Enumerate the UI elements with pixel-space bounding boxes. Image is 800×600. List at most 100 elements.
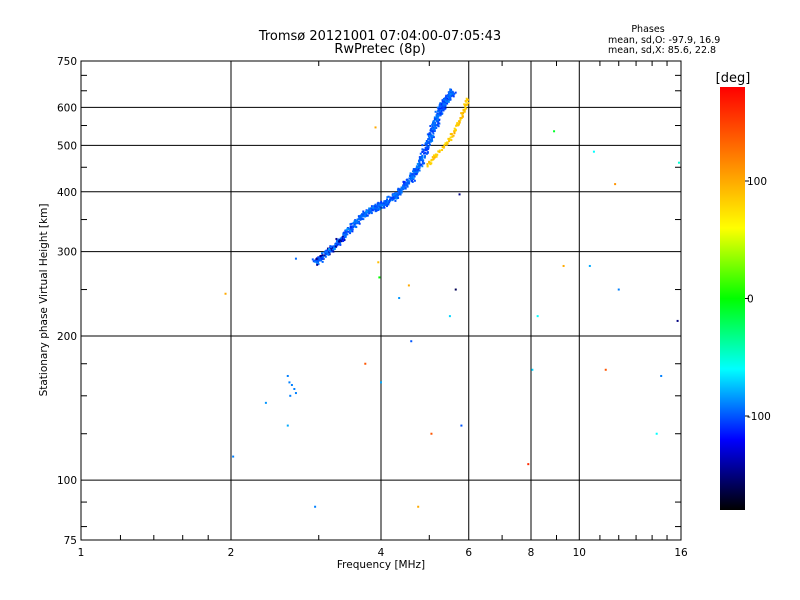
trace-point-o — [426, 151, 429, 154]
trace-point-o — [420, 163, 423, 166]
trace-point-x — [453, 130, 456, 133]
trace-point-o — [388, 201, 391, 204]
trace-point-x — [463, 110, 466, 113]
trace-point-o — [443, 101, 446, 104]
trace-point-o — [449, 98, 452, 101]
trace-point-x — [441, 149, 444, 152]
trace-point-o — [424, 142, 427, 145]
trace-point-o — [432, 136, 435, 139]
trace-point-o — [352, 221, 355, 224]
trace-point-o — [332, 246, 335, 249]
trace-point-o — [338, 240, 341, 243]
trace-point-o — [442, 109, 445, 112]
trace-point-o — [316, 263, 319, 266]
trace-point-x — [438, 149, 441, 152]
trace-point-o — [349, 227, 352, 230]
y-axis-label: Stationary phase Virtual Height [km] — [38, 204, 50, 397]
scatter-point — [655, 432, 658, 435]
trace-point-o — [426, 140, 429, 143]
trace-point-o — [449, 88, 452, 91]
trace-point-o — [386, 200, 389, 203]
trace-point-o — [422, 148, 425, 151]
scatter-point — [614, 183, 617, 186]
trace-point-o — [416, 162, 419, 165]
trace-point-o — [418, 156, 421, 159]
trace-point-o — [452, 93, 455, 96]
trace-point-o — [358, 222, 361, 225]
trace-point-o — [436, 123, 439, 126]
y-tick-label: 400 — [57, 187, 77, 199]
trace-point-o — [435, 116, 438, 119]
trace-point-o — [349, 232, 352, 235]
cluster-point — [290, 383, 293, 386]
trace-point-o — [444, 96, 447, 99]
trace-point-o — [437, 112, 440, 115]
trace-point-o — [328, 248, 331, 251]
trace-point-o — [417, 168, 420, 171]
trace-point-x — [458, 120, 461, 123]
trace-point-o — [366, 211, 369, 214]
trace-point-o — [339, 242, 342, 245]
trace-point-o — [434, 110, 437, 113]
trace-point-o — [374, 203, 377, 206]
trace-point-o — [452, 94, 455, 97]
trace-point-o — [404, 187, 407, 190]
trace-point-o — [446, 97, 449, 100]
trace-point-o — [369, 211, 372, 214]
trace-point-o — [353, 224, 356, 227]
trace-point-o — [385, 205, 388, 208]
y-tick-label: 200 — [57, 331, 77, 343]
trace-point-o — [439, 102, 442, 105]
trace-point-x — [464, 104, 467, 107]
trace-point-x — [455, 123, 458, 126]
trace-point-o — [431, 130, 434, 133]
trace-point-o — [354, 225, 357, 228]
scatter-point — [531, 368, 534, 371]
trace-point-o — [417, 166, 420, 169]
trace-point-o — [323, 254, 326, 257]
trace-point-o — [449, 97, 452, 100]
plot-frame — [80, 60, 682, 541]
trace-point-o — [407, 181, 410, 184]
trace-point-x — [433, 154, 436, 157]
scatter-point — [286, 424, 289, 427]
cluster-point — [288, 381, 291, 384]
trace-point-o — [410, 176, 413, 179]
trace-point-o — [343, 231, 346, 234]
trace-point-o — [438, 104, 441, 107]
trace-point-o — [435, 119, 438, 122]
trace-point-x — [428, 161, 431, 164]
trace-point-o — [421, 154, 424, 157]
scatter-point — [604, 368, 607, 371]
trace-point-o — [439, 105, 442, 108]
trace-point-o — [339, 243, 342, 246]
trace-point-o — [317, 257, 320, 260]
trace-point-o — [382, 205, 385, 208]
trace-point-o — [351, 228, 354, 231]
trace-point-o — [314, 259, 317, 262]
trace-point-o — [331, 245, 334, 248]
trace-point-o — [362, 213, 365, 216]
trace-point-o — [412, 176, 415, 179]
trace-point-o — [372, 206, 375, 209]
trace-point-o — [405, 182, 408, 185]
data-points — [224, 88, 680, 508]
trace-point-o — [436, 106, 439, 109]
colorbar-ticks: 100 0 -100 — [745, 176, 771, 423]
grid-lines — [81, 61, 681, 540]
trace-point-o — [365, 213, 368, 216]
trace-point-x — [460, 117, 463, 120]
trace-point-o — [364, 212, 367, 215]
scatter-point — [398, 297, 401, 300]
trace-point-o — [342, 236, 345, 239]
trace-point-o — [312, 260, 315, 263]
trace-point-o — [437, 122, 440, 125]
stats-heading: Phases — [631, 24, 664, 35]
trace-point-o — [356, 222, 359, 225]
trace-point-o — [445, 99, 448, 102]
trace-point-o — [367, 211, 370, 214]
trace-point-o — [431, 134, 434, 137]
trace-point-o — [357, 218, 360, 221]
trace-point-o — [328, 253, 331, 256]
trace-point-x — [437, 150, 440, 153]
